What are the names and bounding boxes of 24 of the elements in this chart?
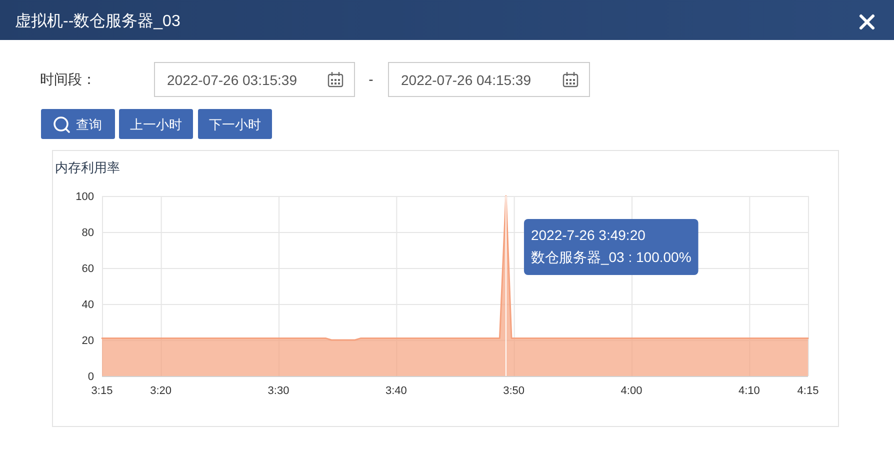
x-tick-label: 3:40 — [385, 385, 407, 397]
chart-subtitle: 内存利用率 — [55, 160, 120, 175]
y-tick-label: 100 — [76, 191, 94, 203]
text: 查询 — [76, 117, 102, 132]
y-tick-label: 40 — [82, 299, 94, 311]
text: 时间段： — [40, 71, 96, 87]
y-tick-label: 20 — [82, 335, 94, 347]
text: 上一小时 — [130, 117, 182, 132]
text: 2022-07-26 03:15:39 — [167, 72, 298, 88]
text: 下一小时 — [209, 117, 261, 132]
y-tick-label: 80 — [82, 227, 94, 239]
x-tick-label: 4:10 — [738, 385, 760, 397]
x-tick-label: 4:15 — [797, 385, 819, 397]
x-tick-label: 3:20 — [150, 385, 172, 397]
y-tick-label: 0 — [88, 371, 94, 383]
x-tick-label: 3:30 — [268, 385, 290, 397]
x-tick-label: 3:50 — [503, 385, 525, 397]
chart-title: 虚拟机--数仓服务器_03 — [15, 12, 180, 30]
text: 2022-07-26 04:15:39 — [401, 72, 532, 88]
x-tick-label: 3:15 — [91, 385, 113, 397]
x-tick-label: 4:00 — [620, 385, 642, 397]
annotation: 2022-7-26 3:49:20 数仓服务器_03 : 100.00% — [530, 227, 692, 265]
y-tick-label: 60 — [82, 263, 94, 275]
text: - — [368, 71, 374, 87]
